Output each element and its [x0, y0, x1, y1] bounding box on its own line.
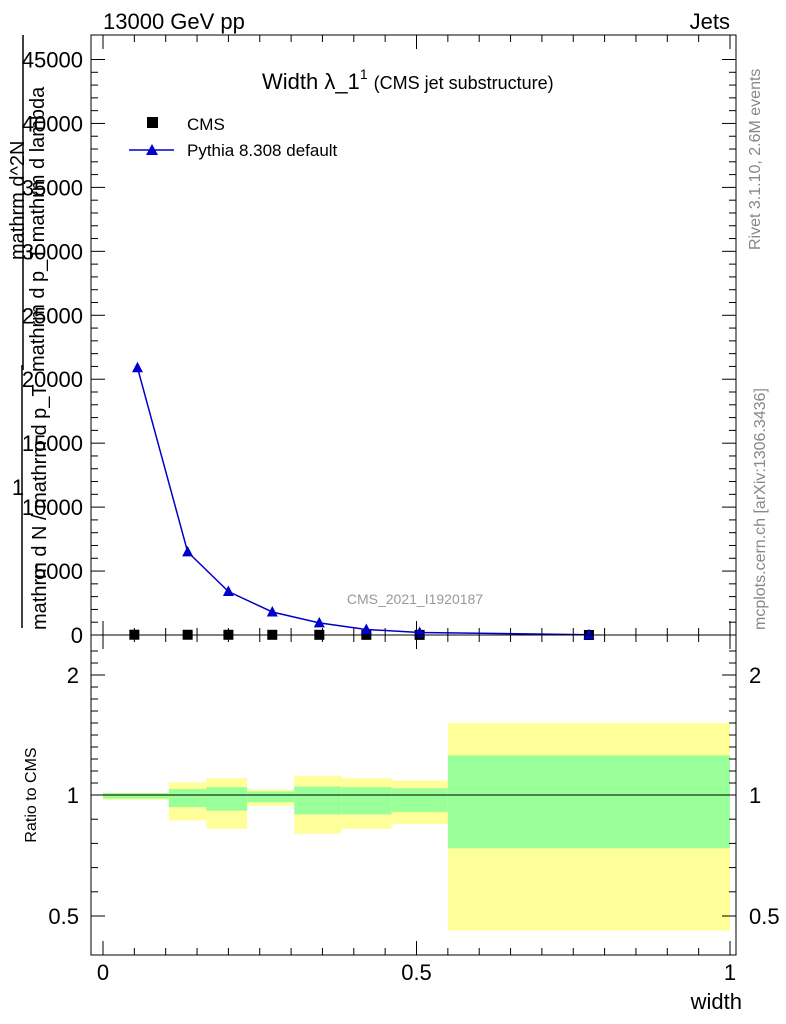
pythia-point: [182, 545, 194, 557]
legend-marker-cms: [147, 117, 158, 128]
legend: CMS Pythia 8.308 default: [129, 115, 338, 160]
legend-marker-pythia: [146, 144, 158, 155]
ratio-y-axis: 0.5 0.5 1 1 2 2: [48, 650, 780, 929]
pythia-point: [266, 605, 278, 617]
ratio-band-inner: [103, 793, 169, 799]
y-axis-label: 1 mathrm d N / mathrm d p_T mathrm d^2N …: [7, 35, 51, 630]
ratio-ylabel: Ratio to CMS: [23, 747, 40, 842]
ratio-y-tick-label: 2: [67, 663, 79, 688]
ylabel-one: 1: [12, 475, 24, 500]
ratio-bands: [103, 723, 730, 931]
title-superscript: 1: [360, 66, 368, 82]
ratio-band-inner: [168, 789, 207, 808]
header-energy: 13000 GeV pp: [103, 9, 245, 34]
ratio-y-tick-label-right: 1: [749, 783, 761, 808]
pythia-point: [131, 361, 143, 373]
main-panel: 0 5000 10000 15000 20000 25000 30000 35000 40000…: [7, 34, 737, 648]
y-tick-label: 5000: [34, 559, 83, 584]
y-tick-label: 45000: [22, 48, 83, 73]
y-tick-label: 0: [71, 623, 83, 648]
y-tick-label: 35000: [22, 175, 83, 200]
legend-label-pythia: Pythia 8.308 default: [187, 141, 338, 160]
ratio-y-tick-label-right: 0.5: [749, 904, 780, 929]
ratio-band-inner: [447, 755, 730, 849]
pythia-point: [360, 623, 372, 635]
pythia-point: [313, 616, 325, 628]
y-tick-label: 25000: [22, 303, 83, 328]
ylabel-numerator: mathrm d^2N: [7, 141, 29, 260]
y-tick-label: 15000: [22, 431, 83, 456]
main-y-axis: 0 5000 10000 15000 20000 25000 30000 35000 40000…: [22, 48, 736, 648]
rivet-label: Rivet 3.1.10, 2.6M events: [747, 69, 764, 250]
ratio-band-inner: [247, 791, 295, 803]
y-tick-label: 10000: [22, 495, 83, 520]
ratio-y-tick-label: 0.5: [48, 904, 79, 929]
ratio-band-inner: [294, 786, 342, 815]
ratio-x-axis: 0 0.5 1: [97, 635, 736, 985]
pythia-point: [222, 585, 234, 597]
x-tick-label: 0: [97, 960, 109, 985]
header-process: Jets: [690, 9, 730, 34]
ratio-y-tick-label: 1: [67, 783, 79, 808]
ratio-panel: 0.5 0.51 12 2 0 0.5 1 Ratio to CMS width: [23, 634, 780, 1014]
x-tick-label: 0.5: [401, 960, 432, 985]
ratio-band-inner: [391, 788, 448, 812]
y-tick-label: 40000: [22, 111, 83, 136]
analysis-watermark: CMS_2021_I1920187: [347, 591, 483, 607]
pythia-line: [136, 367, 589, 636]
ylabel-inner-denominator: mathrm d p_T mathrm d lambda: [27, 86, 49, 372]
title-subtitle: (CMS jet substructure): [374, 73, 554, 93]
x-axis-label: width: [690, 989, 742, 1014]
pythia-point: [583, 628, 595, 640]
y-tick-label: 20000: [22, 367, 83, 392]
pythia-point: [414, 626, 426, 637]
ratio-band-inner: [341, 787, 392, 815]
x-tick-label: 1: [724, 960, 736, 985]
ratio-y-tick-label-right: 2: [749, 663, 761, 688]
y-tick-label: 30000: [22, 239, 83, 264]
mcplots-label: mcplots.cern.ch [arXiv:1306.3436]: [752, 388, 769, 630]
ratio-band-inner: [206, 787, 248, 811]
legend-label-cms: CMS: [187, 115, 225, 134]
plot-title: Width λ_11 (CMS jet substructure): [262, 66, 554, 94]
ylabel-denominator: mathrm d N / mathrm d p_T: [29, 384, 51, 630]
title-main: Width λ_1: [262, 69, 360, 94]
